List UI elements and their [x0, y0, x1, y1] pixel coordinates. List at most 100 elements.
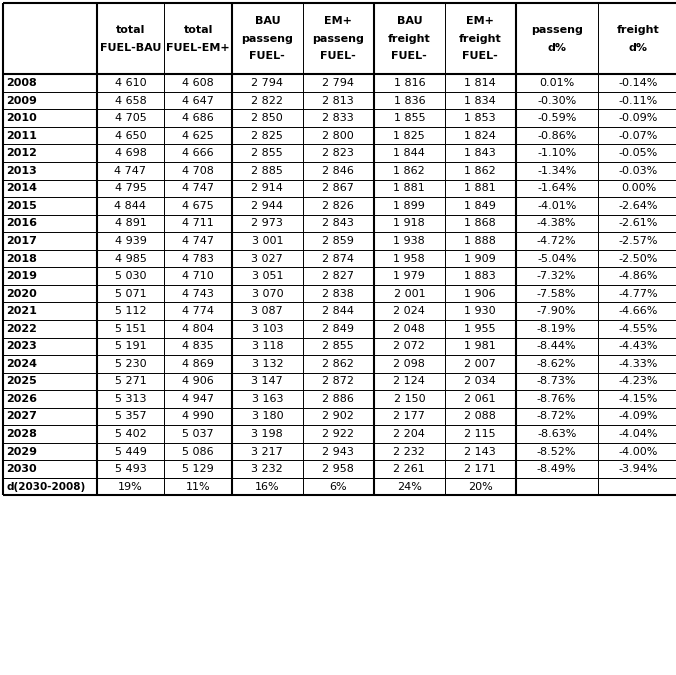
- Text: 2014: 2014: [6, 184, 37, 193]
- Text: 4 747: 4 747: [182, 236, 214, 246]
- Text: 2017: 2017: [6, 236, 37, 246]
- Text: 4 939: 4 939: [114, 236, 147, 246]
- Text: 3 217: 3 217: [251, 447, 283, 456]
- Text: 3 132: 3 132: [251, 359, 283, 369]
- Text: total: total: [183, 25, 213, 35]
- Text: 5 191: 5 191: [115, 342, 146, 351]
- Text: -7.90%: -7.90%: [537, 306, 577, 316]
- Text: -0.86%: -0.86%: [537, 131, 577, 140]
- Text: 2030: 2030: [6, 464, 37, 474]
- Text: 2 838: 2 838: [322, 289, 354, 298]
- Text: 2 849: 2 849: [322, 324, 354, 333]
- Text: -4.38%: -4.38%: [537, 219, 577, 228]
- Text: 5 071: 5 071: [115, 289, 146, 298]
- Text: 2 822: 2 822: [251, 96, 283, 105]
- Text: 4 743: 4 743: [182, 289, 214, 298]
- Text: 1 843: 1 843: [464, 148, 496, 158]
- Text: 2 859: 2 859: [322, 236, 354, 246]
- Text: -4.86%: -4.86%: [619, 271, 658, 281]
- Text: FUEL-BAU: FUEL-BAU: [100, 43, 161, 53]
- Text: d%: d%: [629, 43, 648, 53]
- Text: 4 835: 4 835: [183, 342, 214, 351]
- Text: 2012: 2012: [6, 148, 37, 158]
- Text: 2013: 2013: [6, 166, 37, 176]
- Text: FUEL-: FUEL-: [462, 51, 498, 61]
- Text: 2 885: 2 885: [251, 166, 283, 176]
- Text: 2009: 2009: [6, 96, 37, 105]
- Text: 4 774: 4 774: [182, 306, 214, 316]
- Text: -5.04%: -5.04%: [537, 254, 577, 263]
- Text: -8.76%: -8.76%: [537, 394, 577, 404]
- Text: 2 914: 2 914: [251, 184, 283, 193]
- Text: 4 698: 4 698: [114, 148, 147, 158]
- Text: -4.55%: -4.55%: [619, 324, 658, 333]
- Text: 4 990: 4 990: [182, 412, 214, 421]
- Text: -2.64%: -2.64%: [619, 201, 658, 211]
- Text: 3 147: 3 147: [251, 377, 283, 386]
- Text: 5 086: 5 086: [183, 447, 214, 456]
- Text: 3 070: 3 070: [251, 289, 283, 298]
- Text: -4.00%: -4.00%: [619, 447, 658, 456]
- Text: 2 850: 2 850: [251, 113, 283, 123]
- Text: 1 909: 1 909: [464, 254, 496, 263]
- Text: 2 124: 2 124: [393, 377, 425, 386]
- Text: 16%: 16%: [255, 482, 280, 491]
- Text: 2018: 2018: [6, 254, 37, 263]
- Text: FUEL-EM+: FUEL-EM+: [166, 43, 230, 53]
- Text: 2008: 2008: [6, 78, 37, 88]
- Text: -4.01%: -4.01%: [537, 201, 577, 211]
- Text: 2 232: 2 232: [393, 447, 425, 456]
- Text: 1 958: 1 958: [393, 254, 425, 263]
- Text: FUEL-: FUEL-: [249, 51, 285, 61]
- Text: 2 024: 2 024: [393, 306, 425, 316]
- Text: -4.72%: -4.72%: [537, 236, 577, 246]
- Text: 3 001: 3 001: [251, 236, 283, 246]
- Text: 3 232: 3 232: [251, 464, 283, 474]
- Text: 1 938: 1 938: [393, 236, 425, 246]
- Text: 1 862: 1 862: [393, 166, 425, 176]
- Text: BAU: BAU: [255, 16, 280, 26]
- Text: 5 112: 5 112: [115, 306, 146, 316]
- Text: freight: freight: [617, 25, 660, 35]
- Text: 3 118: 3 118: [251, 342, 283, 351]
- Text: 4 608: 4 608: [183, 78, 214, 88]
- Text: -0.30%: -0.30%: [537, 96, 577, 105]
- Text: -7.58%: -7.58%: [537, 289, 577, 298]
- Text: 2019: 2019: [6, 271, 37, 281]
- Text: -3.94%: -3.94%: [619, 464, 658, 474]
- Text: 1 918: 1 918: [393, 219, 425, 228]
- Text: 2 833: 2 833: [322, 113, 354, 123]
- Text: 2010: 2010: [6, 113, 37, 123]
- Text: 5 151: 5 151: [115, 324, 146, 333]
- Text: 2011: 2011: [6, 131, 37, 140]
- Text: 5 493: 5 493: [115, 464, 146, 474]
- Text: 2 115: 2 115: [464, 429, 496, 439]
- Text: 1 888: 1 888: [464, 236, 496, 246]
- Text: -7.32%: -7.32%: [537, 271, 577, 281]
- Text: d(2030-2008): d(2030-2008): [6, 482, 85, 491]
- Text: 2 855: 2 855: [322, 342, 354, 351]
- Text: -8.72%: -8.72%: [537, 412, 577, 421]
- Text: 4 650: 4 650: [115, 131, 146, 140]
- Text: 2020: 2020: [6, 289, 37, 298]
- Text: 5 357: 5 357: [115, 412, 146, 421]
- Text: -2.50%: -2.50%: [619, 254, 658, 263]
- Text: 1 955: 1 955: [464, 324, 496, 333]
- Text: 4 869: 4 869: [182, 359, 214, 369]
- Text: 4 710: 4 710: [183, 271, 214, 281]
- Text: 2 061: 2 061: [464, 394, 496, 404]
- Text: 1 979: 1 979: [393, 271, 425, 281]
- Text: 2 261: 2 261: [393, 464, 425, 474]
- Text: 2022: 2022: [6, 324, 37, 333]
- Text: 2026: 2026: [6, 394, 37, 404]
- Text: 2 143: 2 143: [464, 447, 496, 456]
- Text: 2 098: 2 098: [393, 359, 425, 369]
- Text: 1 883: 1 883: [464, 271, 496, 281]
- Text: 4 666: 4 666: [183, 148, 214, 158]
- Text: 2 001: 2 001: [393, 289, 425, 298]
- Text: 2021: 2021: [6, 306, 37, 316]
- Text: 4 610: 4 610: [115, 78, 146, 88]
- Text: 4 625: 4 625: [183, 131, 214, 140]
- Text: -1.10%: -1.10%: [537, 148, 577, 158]
- Text: 4 804: 4 804: [182, 324, 214, 333]
